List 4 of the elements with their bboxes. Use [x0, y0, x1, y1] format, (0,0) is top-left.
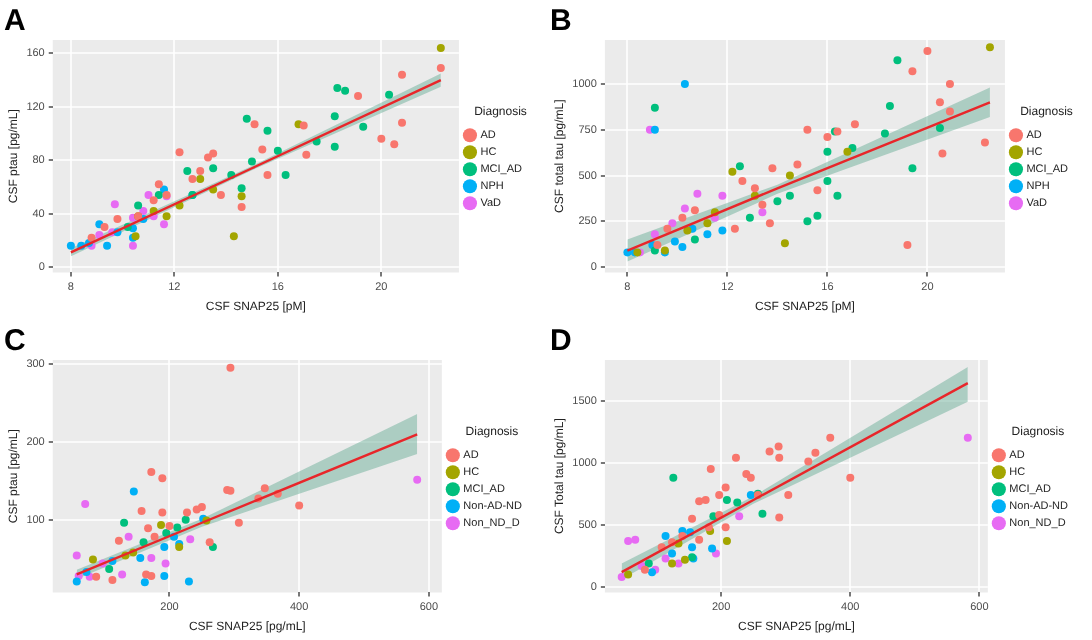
- chart-title: D: [550, 324, 572, 359]
- chart-title: A: [4, 4, 26, 39]
- chart-title: B: [550, 4, 572, 39]
- chart-title: C: [4, 324, 26, 359]
